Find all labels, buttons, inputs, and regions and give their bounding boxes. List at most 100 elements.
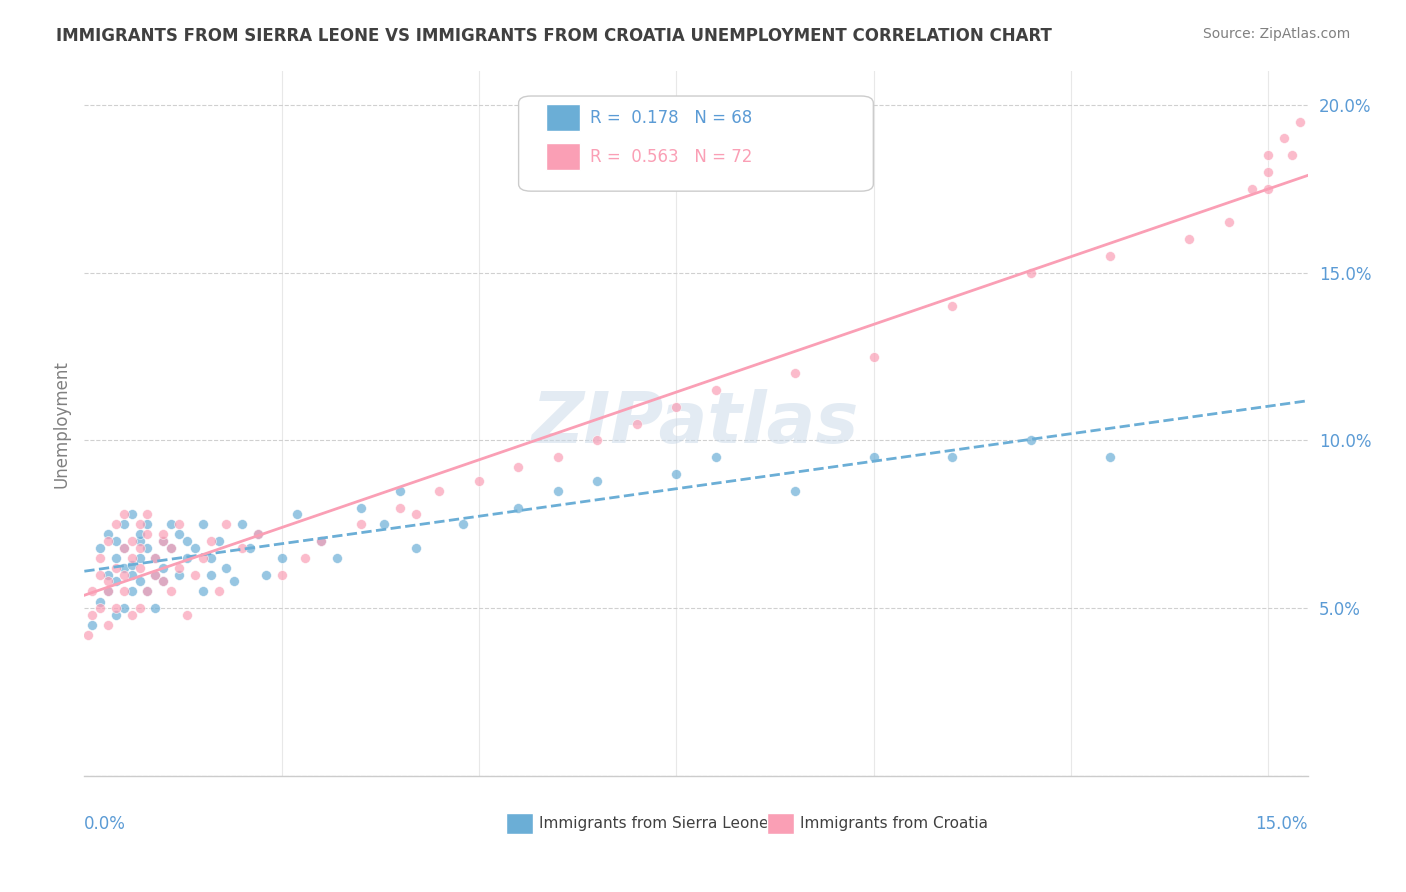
Point xyxy=(128,527,150,541)
Point xyxy=(224,574,246,589)
Point xyxy=(200,550,222,565)
Point xyxy=(89,541,111,555)
Point xyxy=(215,561,238,575)
Point xyxy=(1281,148,1303,162)
Point xyxy=(145,550,167,565)
Point xyxy=(254,567,277,582)
Point xyxy=(176,607,198,622)
Point xyxy=(104,601,127,615)
Point xyxy=(145,550,167,565)
Point xyxy=(270,567,292,582)
Point xyxy=(82,618,104,632)
Point xyxy=(665,400,688,414)
Point xyxy=(167,567,190,582)
Point xyxy=(1241,182,1264,196)
Point xyxy=(294,550,316,565)
Point xyxy=(287,508,309,522)
Text: 0.0%: 0.0% xyxy=(84,814,127,833)
Point xyxy=(704,450,727,465)
Point xyxy=(246,527,269,541)
Point xyxy=(89,550,111,565)
Point xyxy=(97,534,120,549)
Point xyxy=(89,601,111,615)
Text: Immigrants from Sierra Leone: Immigrants from Sierra Leone xyxy=(540,816,769,830)
Point xyxy=(104,561,127,575)
Point xyxy=(128,574,150,589)
Point xyxy=(121,550,143,565)
Point xyxy=(152,534,174,549)
Text: R =  0.178   N = 68: R = 0.178 N = 68 xyxy=(589,109,752,127)
Point xyxy=(547,450,569,465)
Point xyxy=(626,417,648,431)
Point xyxy=(665,467,688,481)
Point xyxy=(128,561,150,575)
Point xyxy=(1288,114,1310,128)
Point xyxy=(112,601,135,615)
Text: IMMIGRANTS FROM SIERRA LEONE VS IMMIGRANTS FROM CROATIA UNEMPLOYMENT CORRELATION: IMMIGRANTS FROM SIERRA LEONE VS IMMIGRAN… xyxy=(56,27,1052,45)
Point xyxy=(104,574,127,589)
Point xyxy=(82,584,104,599)
Point xyxy=(215,517,238,532)
Point xyxy=(586,434,609,448)
Point xyxy=(783,367,806,381)
Point xyxy=(145,567,167,582)
Point xyxy=(1257,165,1279,179)
Point xyxy=(1099,249,1122,263)
Point xyxy=(112,567,135,582)
Point xyxy=(97,527,120,541)
Point xyxy=(160,541,183,555)
Point xyxy=(246,527,269,541)
Point xyxy=(112,561,135,575)
Point xyxy=(97,574,120,589)
Point xyxy=(152,561,174,575)
Point xyxy=(77,628,100,642)
Point xyxy=(349,517,371,532)
Point xyxy=(862,450,884,465)
Text: Immigrants from Croatia: Immigrants from Croatia xyxy=(800,816,988,830)
Point xyxy=(152,574,174,589)
Point xyxy=(207,534,229,549)
Point xyxy=(508,500,530,515)
Point xyxy=(191,550,214,565)
Point xyxy=(309,534,332,549)
Point xyxy=(1257,148,1279,162)
Point xyxy=(128,517,150,532)
Point xyxy=(97,584,120,599)
Point xyxy=(136,584,159,599)
Point xyxy=(231,517,253,532)
Point xyxy=(167,561,190,575)
Point xyxy=(136,584,159,599)
FancyBboxPatch shape xyxy=(766,813,794,834)
Point xyxy=(136,508,159,522)
FancyBboxPatch shape xyxy=(546,144,579,170)
FancyBboxPatch shape xyxy=(546,104,579,131)
Point xyxy=(136,517,159,532)
Point xyxy=(145,601,167,615)
Point xyxy=(200,534,222,549)
Point xyxy=(191,517,214,532)
Point xyxy=(405,541,427,555)
FancyBboxPatch shape xyxy=(519,96,873,191)
Point xyxy=(97,618,120,632)
Point xyxy=(89,594,111,608)
Point xyxy=(1021,266,1043,280)
Point xyxy=(207,584,229,599)
Point xyxy=(429,483,451,498)
Point xyxy=(586,474,609,488)
Point xyxy=(389,500,412,515)
Point xyxy=(704,383,727,397)
FancyBboxPatch shape xyxy=(506,813,533,834)
Point xyxy=(128,534,150,549)
Point xyxy=(121,607,143,622)
Point xyxy=(862,350,884,364)
Point xyxy=(160,584,183,599)
Point xyxy=(451,517,474,532)
Point xyxy=(239,541,262,555)
Point xyxy=(783,483,806,498)
Point xyxy=(309,534,332,549)
Point xyxy=(270,550,292,565)
Point xyxy=(112,541,135,555)
Point xyxy=(1021,434,1043,448)
Point xyxy=(1272,131,1295,145)
Point xyxy=(121,558,143,572)
